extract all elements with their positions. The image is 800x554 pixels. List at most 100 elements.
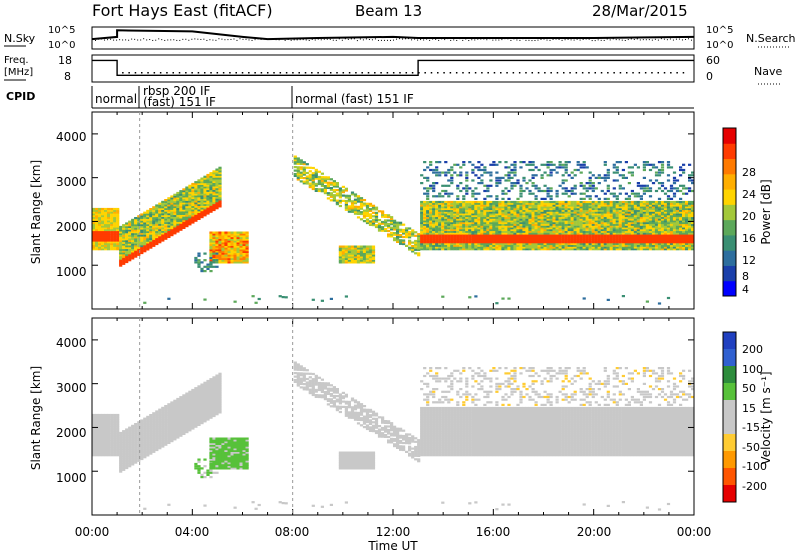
power-cell — [594, 230, 598, 233]
power-cell — [149, 222, 153, 225]
power-cell — [185, 223, 189, 226]
nave-dot — [229, 72, 231, 74]
power-cell — [516, 225, 520, 228]
power-cell — [615, 213, 619, 216]
power-cell — [624, 161, 628, 164]
power-cell — [242, 250, 246, 253]
power-cell — [630, 225, 634, 228]
power-cell — [450, 204, 454, 207]
power-cell — [185, 212, 189, 215]
power-cell — [350, 252, 355, 255]
nsearch-dot — [456, 39, 458, 41]
power-cell — [393, 219, 397, 222]
power-cell — [462, 242, 466, 246]
power-cell — [447, 241, 451, 244]
power-cell — [98, 230, 102, 233]
power-cell — [149, 216, 153, 219]
power-cell — [636, 184, 640, 187]
power-cell — [92, 235, 96, 239]
power-cell — [492, 223, 496, 226]
power-cell — [347, 257, 351, 260]
power-cell — [552, 227, 556, 230]
power-cell — [137, 222, 141, 225]
power-cell — [630, 239, 634, 242]
power-cell — [552, 209, 556, 212]
power-cell — [615, 232, 619, 235]
power-cell — [504, 200, 508, 204]
power-cell — [555, 228, 559, 232]
power-cell — [567, 244, 571, 247]
power-cell — [513, 242, 517, 246]
power-cell — [666, 241, 671, 244]
power-cell — [552, 241, 556, 244]
power-cell — [104, 223, 108, 226]
power-cell — [675, 200, 680, 204]
nsearch-dot — [143, 38, 145, 40]
power-cell — [615, 241, 619, 244]
power-cell — [654, 237, 659, 240]
power-cell — [122, 232, 126, 236]
power-cell — [317, 182, 321, 186]
power-cell — [113, 227, 117, 230]
power-cell — [212, 196, 216, 199]
power-cell — [441, 214, 445, 218]
power-cell — [432, 242, 436, 246]
power-cell — [669, 221, 674, 225]
power-cell — [669, 202, 674, 205]
power-cell — [558, 246, 562, 249]
power-cell — [447, 216, 451, 219]
power-cell — [528, 232, 532, 235]
power-cell — [549, 202, 553, 205]
power-cell — [152, 213, 156, 216]
power-cell — [137, 230, 141, 234]
power-cell — [483, 200, 487, 204]
power-cell — [540, 216, 544, 219]
power-cell — [528, 179, 532, 182]
power-cell — [612, 232, 616, 235]
nsearch-dot — [465, 38, 467, 40]
power-cell — [501, 216, 505, 219]
power-cell — [492, 161, 496, 164]
power-cell — [531, 241, 535, 244]
power-cell — [362, 204, 367, 207]
power-cell — [188, 198, 192, 201]
power-cell — [356, 252, 361, 255]
power-cell — [134, 250, 138, 253]
power-cell — [146, 230, 150, 233]
power-cell — [164, 206, 168, 209]
power-cell — [675, 235, 680, 239]
power-cell — [618, 227, 622, 230]
power-cell — [200, 270, 204, 273]
power-cell — [359, 197, 364, 200]
power-cell — [486, 221, 490, 225]
nave-dot — [569, 72, 571, 74]
power-cell — [507, 189, 511, 193]
power-cell — [633, 239, 637, 242]
power-cell — [615, 209, 619, 212]
power-cell — [519, 230, 523, 233]
power-cell — [107, 241, 111, 244]
power-cell — [621, 246, 625, 249]
power-cell — [630, 232, 634, 235]
power-cell — [95, 223, 99, 226]
power-cell — [675, 202, 680, 205]
power-cell — [143, 237, 147, 241]
power-cell — [462, 225, 466, 228]
power-cell — [134, 243, 138, 246]
power-cell — [359, 198, 364, 202]
power-cell — [528, 209, 532, 212]
power-cell — [516, 220, 520, 223]
power-cell — [134, 217, 138, 220]
power-cell — [603, 223, 607, 226]
power-cell — [480, 232, 484, 235]
power-cell — [453, 221, 457, 225]
power-cell — [456, 209, 460, 212]
power-cell — [420, 234, 424, 237]
power-cell — [209, 250, 213, 253]
nsearch-dot — [356, 40, 358, 42]
power-cell — [161, 225, 165, 228]
power-cell — [107, 216, 111, 219]
power-cell — [435, 234, 439, 237]
power-cell — [507, 246, 511, 249]
nave-dot — [619, 72, 622, 74]
